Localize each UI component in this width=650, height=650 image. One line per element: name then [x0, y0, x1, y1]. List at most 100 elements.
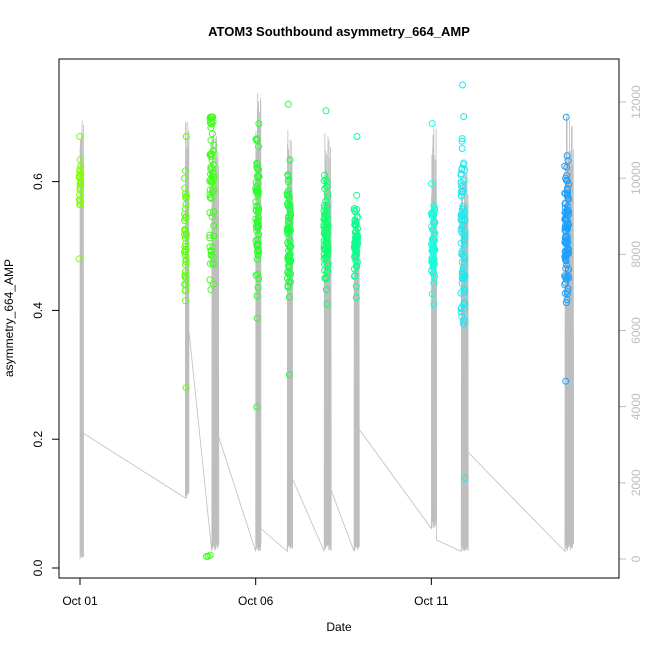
data-point — [430, 279, 438, 287]
data-point — [207, 117, 215, 125]
data-point — [76, 133, 84, 140]
data-point — [564, 249, 572, 257]
data-point — [460, 177, 468, 185]
data-point — [322, 286, 330, 294]
data-point — [253, 186, 261, 194]
data-point — [207, 136, 215, 144]
data-point — [459, 320, 467, 328]
data-point — [254, 180, 262, 187]
data-point — [351, 272, 359, 280]
data-point — [75, 196, 83, 204]
data-point — [255, 214, 262, 222]
data-point — [351, 220, 359, 228]
data-point — [353, 262, 360, 270]
data-point — [207, 195, 215, 203]
data-point — [209, 253, 217, 261]
data-point — [253, 135, 261, 143]
data-point — [285, 234, 293, 242]
x-axis-label: Date — [326, 620, 352, 634]
data-point — [182, 286, 190, 294]
data-point — [564, 288, 571, 296]
data-point — [320, 177, 328, 185]
chart-title: ATOM3 Southbound asymmetry_664_AMP — [208, 24, 470, 39]
data-point — [457, 170, 465, 178]
data-point — [181, 230, 188, 238]
data-point — [285, 176, 293, 184]
x-tick-label: Oct 01 — [62, 594, 98, 608]
data-point — [563, 206, 571, 214]
data-point — [285, 252, 293, 260]
data-point — [209, 185, 217, 193]
data-point — [284, 218, 292, 226]
data-point — [428, 120, 436, 128]
data-point — [458, 247, 466, 255]
data-point — [428, 253, 436, 261]
data-point — [458, 258, 466, 266]
data-point — [458, 192, 465, 200]
data-point — [430, 202, 438, 210]
data-point — [254, 188, 262, 195]
data-point — [204, 552, 212, 560]
data-point — [431, 205, 439, 213]
data-point — [253, 160, 261, 168]
data-point — [322, 227, 329, 235]
data-point — [255, 172, 263, 180]
data-points-layer — [75, 81, 573, 560]
data-point — [182, 261, 190, 268]
data-point — [458, 164, 466, 172]
data-point — [76, 156, 84, 164]
data-point — [206, 551, 214, 559]
data-point — [460, 289, 468, 297]
data-point — [564, 246, 572, 254]
secondary-line-segment — [188, 133, 220, 552]
data-point — [461, 236, 469, 243]
data-point — [352, 245, 360, 253]
data-point — [431, 218, 439, 226]
data-point — [182, 384, 190, 392]
data-point — [323, 300, 331, 308]
data-point — [460, 273, 468, 281]
data-point — [565, 274, 573, 282]
data-point — [75, 172, 83, 180]
data-point — [76, 185, 84, 193]
data-point — [561, 204, 569, 212]
data-point — [563, 152, 571, 160]
data-point — [254, 165, 261, 173]
data-point — [352, 257, 360, 265]
data-point — [324, 260, 332, 268]
x-tick-label: Oct 11 — [414, 594, 449, 608]
data-point — [562, 377, 570, 385]
data-point — [206, 243, 214, 251]
data-point — [283, 189, 291, 197]
data-point — [206, 231, 214, 239]
data-point — [321, 228, 329, 236]
data-point — [253, 403, 261, 411]
data-point — [352, 253, 360, 261]
data-point — [562, 190, 570, 198]
data-point — [323, 183, 331, 191]
data-point — [562, 237, 569, 245]
y-tick-label: 0.6 — [31, 173, 45, 190]
x-tick-label: Oct 06 — [238, 594, 274, 608]
data-point — [428, 180, 435, 188]
data-point — [458, 135, 466, 143]
data-point — [565, 195, 573, 203]
data-point — [563, 220, 571, 228]
data-point — [458, 250, 466, 258]
data-point — [208, 150, 216, 158]
data-point — [210, 208, 217, 216]
data-point — [322, 107, 330, 115]
y2-tick-label: 0 — [629, 555, 643, 562]
y-tick-label: 0.0 — [31, 559, 45, 576]
data-point — [286, 156, 294, 164]
data-point — [429, 235, 437, 243]
data-point — [565, 266, 572, 273]
data-point — [429, 226, 437, 234]
data-point — [429, 239, 437, 247]
data-point — [182, 246, 190, 254]
plot-area-frame — [58, 58, 620, 579]
data-point — [428, 290, 436, 298]
data-point — [208, 164, 216, 172]
data-point — [182, 167, 189, 175]
